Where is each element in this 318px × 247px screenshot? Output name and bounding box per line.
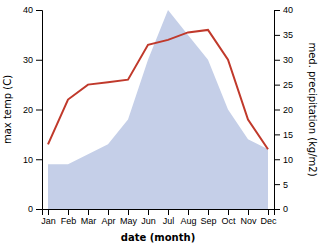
tick: Feb xyxy=(61,209,77,226)
tick-label: Jul xyxy=(163,216,175,226)
y2-axis: 0 5 10 15 20 25 30 35 40 xyxy=(274,5,293,214)
tick-mark xyxy=(36,209,42,210)
tick-mark xyxy=(36,110,42,111)
tick-mark xyxy=(128,209,129,215)
tick: 30 xyxy=(274,55,293,65)
y-axis-title: max temp (C) xyxy=(2,75,13,144)
tick: Jun xyxy=(141,209,156,226)
tick: 20 xyxy=(23,105,42,115)
tick-mark xyxy=(36,60,42,61)
tick-mark xyxy=(274,134,280,135)
tick-label: 0 xyxy=(283,204,288,214)
tick-label: Jan xyxy=(41,216,56,226)
tick-mark xyxy=(274,85,280,86)
tick-label: 25 xyxy=(283,80,293,90)
tick-label: Dec xyxy=(260,216,277,226)
tick-label: 30 xyxy=(23,55,33,65)
tick-label: 35 xyxy=(283,30,293,40)
line xyxy=(48,30,268,149)
tick-mark xyxy=(274,60,280,61)
tick: Dec xyxy=(260,209,277,226)
tick-mark xyxy=(36,159,42,160)
tick-mark xyxy=(228,209,229,215)
tick-mark xyxy=(274,10,280,11)
tick-label: Jun xyxy=(141,216,156,226)
x-axis-title: date (month) xyxy=(121,232,195,243)
tick: 0 xyxy=(274,204,288,214)
chart: Jan Feb Mar Apr MayJun Jul Aug Sep Oct NovDec 0 10 2… xyxy=(0,0,318,247)
tick-label: Feb xyxy=(61,216,77,226)
tick: 20 xyxy=(274,105,293,115)
tick-mark xyxy=(108,209,109,215)
tick-label: May xyxy=(120,216,138,226)
tick: May xyxy=(120,209,138,226)
tick-label: 5 xyxy=(283,180,288,190)
tick-label: Oct xyxy=(221,216,236,226)
area xyxy=(48,10,268,209)
axis-line xyxy=(275,11,281,210)
tick-mark xyxy=(188,209,189,215)
tick-mark xyxy=(88,209,89,215)
y-axis: 0 10 20 30 40 xyxy=(23,5,43,214)
axis-line xyxy=(43,210,275,216)
tick-label: Aug xyxy=(180,216,196,226)
plot: Jan Feb Mar Apr MayJun Jul Aug Sep Oct NovDec 0 10 2… xyxy=(23,5,293,226)
tick: Oct xyxy=(221,209,236,226)
tick: Aug xyxy=(180,209,196,226)
tick-mark xyxy=(274,209,280,210)
tick: 40 xyxy=(23,5,42,15)
x-axis: Jan Feb Mar Apr MayJun Jul Aug Sep Oct NovDec xyxy=(41,209,277,226)
tick-mark xyxy=(208,209,209,215)
tick: 0 xyxy=(28,204,42,214)
tick: 15 xyxy=(274,130,293,140)
tick-mark xyxy=(48,209,49,215)
tick-mark xyxy=(248,209,249,215)
tick-mark xyxy=(168,209,169,215)
tick-label: 30 xyxy=(283,55,293,65)
tick: Mar xyxy=(81,209,97,226)
tick: Nov xyxy=(240,209,257,226)
tick-mark xyxy=(68,209,69,215)
tick-label: 20 xyxy=(283,105,293,115)
tick-mark xyxy=(268,209,269,215)
tick-label: 40 xyxy=(283,5,293,15)
tick-label: Nov xyxy=(240,216,257,226)
tick: 25 xyxy=(274,80,293,90)
tick-label: 20 xyxy=(23,105,33,115)
tick: Jan xyxy=(41,209,56,226)
tick-label: 10 xyxy=(23,155,33,165)
tick-mark xyxy=(274,159,280,160)
tick: Apr xyxy=(101,209,115,226)
tick-label: Sep xyxy=(200,216,216,226)
tick-label: Apr xyxy=(101,216,115,226)
y2-axis-title: med. precipitation (kg/m2) xyxy=(307,42,318,176)
tick: 10 xyxy=(274,155,293,165)
tick: Sep xyxy=(200,209,216,226)
tick-mark xyxy=(148,209,149,215)
tick: 30 xyxy=(23,55,42,65)
tick-label: Mar xyxy=(81,216,97,226)
tick-label: 0 xyxy=(28,204,33,214)
tick: 35 xyxy=(274,30,293,40)
tick-label: 15 xyxy=(283,130,293,140)
tick: 40 xyxy=(274,5,293,15)
tick-mark xyxy=(274,110,280,111)
tick-mark xyxy=(274,184,280,185)
marks xyxy=(48,10,268,209)
tick-mark xyxy=(36,10,42,11)
axis-line xyxy=(36,11,43,210)
tick: 5 xyxy=(274,180,288,190)
tick: Jul xyxy=(163,209,175,226)
tick-mark xyxy=(274,35,280,36)
tick-label: 10 xyxy=(283,155,293,165)
tick: 10 xyxy=(23,155,42,165)
tick-label: 40 xyxy=(23,5,33,15)
